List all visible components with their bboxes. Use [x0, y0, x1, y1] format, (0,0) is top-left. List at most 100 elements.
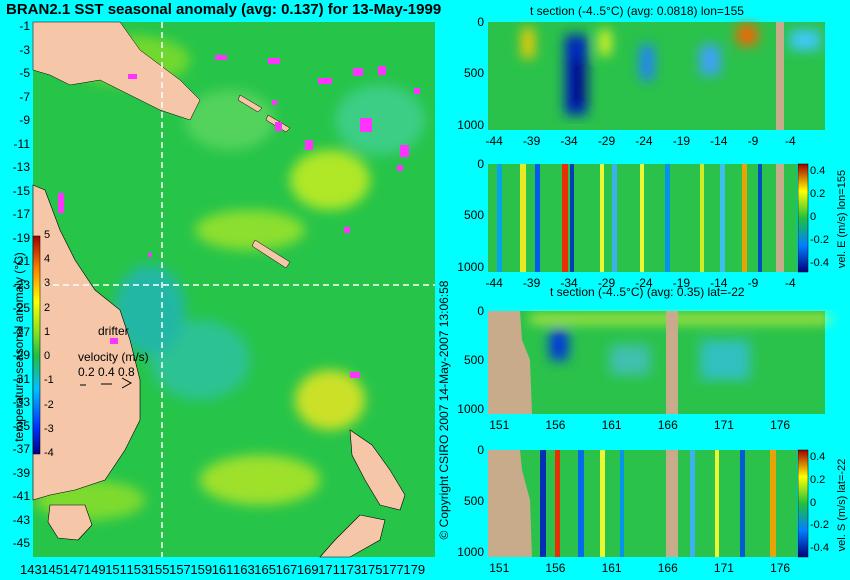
x-tick-label: -9: [747, 276, 759, 290]
lat-tick-label: -1: [19, 19, 30, 33]
lat-tick-label: -23: [12, 277, 30, 292]
map-title: BRAN2.1 SST seasonal anomaly (avg: 0.137…: [6, 1, 442, 18]
x-tick-label: 151: [489, 418, 510, 432]
colorbar-tick-label: 0: [44, 350, 51, 363]
x-tick-label: -44: [485, 276, 503, 290]
lon-tick-label: 179: [403, 562, 426, 577]
y-tick-label: 0: [477, 157, 484, 171]
velocity-scale: 0.2 0.4 0.8: [78, 365, 135, 379]
x-tick-label: -19: [672, 276, 691, 290]
lon-tick-label: 165: [254, 562, 276, 577]
x-tick-label: -4: [785, 276, 796, 290]
x-tick-label: -4: [785, 134, 796, 148]
colorbar-tick-label: 3: [44, 277, 51, 290]
colorbar-label: temperature seasonal anomaly (°C): [12, 252, 26, 442]
velocity-label: velocity (m/s): [78, 350, 149, 364]
lon-tick-label: 159: [190, 562, 213, 577]
lon-tick-label: 147: [62, 562, 85, 577]
panel3-title: t section (-4..5°C) (avg: 0.35) lat=-22: [550, 285, 745, 299]
lat-tick-label: -5: [19, 66, 30, 80]
colorbar-tick-label: 0: [810, 496, 817, 509]
x-tick-label: -24: [635, 276, 653, 290]
panel1-title: t section (-4..5°C) (avg: 0.0818) lon=15…: [530, 4, 744, 18]
lon-tick-label: 143: [20, 562, 42, 577]
x-tick-label: -44: [485, 134, 503, 148]
colorbar-tick-label: -2: [44, 398, 54, 411]
y-tick-label: 1000: [457, 544, 484, 559]
lat-tick-label: -37: [12, 442, 30, 456]
x-tick-label: -34: [560, 276, 578, 290]
y-tick-label: 0: [477, 304, 484, 318]
x-tick-label: 161: [601, 561, 622, 575]
lat-tick-label: -31: [12, 371, 30, 386]
lon-tick-label: 157: [169, 562, 191, 577]
drifter-label: drifter: [98, 324, 129, 338]
colorbar-tick-label: 0.4: [810, 165, 826, 177]
x-tick-label: 166: [657, 561, 678, 575]
colorbar-tick-label: 5: [44, 229, 51, 241]
lon-tick-label: 173: [339, 562, 362, 577]
x-tick-label: -19: [672, 134, 691, 148]
y-tick-label: 1000: [457, 259, 484, 274]
lat-tick-label: -9: [19, 113, 30, 127]
lon-tick-label: 161: [211, 562, 234, 577]
colorbar-tick-label: -4: [44, 447, 54, 459]
y-tick-label: 500: [463, 493, 484, 508]
x-tick-label: 151: [489, 561, 510, 575]
lat-tick-label: -11: [13, 136, 30, 151]
lon-tick-label: 153: [126, 562, 149, 577]
colorbar-tick-label: 2: [44, 301, 51, 314]
colorbar-tick-label: 0.2: [810, 473, 826, 486]
lat-tick-label: -17: [12, 207, 30, 221]
lat-tick-label: -15: [12, 183, 30, 198]
colorbar-tick-label: -0.4: [810, 542, 829, 554]
x-tick-label: 176: [770, 561, 791, 575]
section-panels: [488, 22, 830, 558]
lon-tick-label: 145: [41, 562, 63, 577]
lon-tick-label: 171: [318, 562, 340, 577]
lat-tick-label: -7: [19, 89, 30, 104]
y-tick-label: 500: [463, 208, 484, 223]
lat-tick-label: -21: [12, 254, 30, 268]
x-tick-label: 156: [545, 418, 566, 432]
map-ocean: [32, 21, 435, 558]
lon-tick-label: 155: [147, 562, 170, 577]
x-tick-label: 176: [770, 418, 791, 432]
colorbar-tick-label: -3: [44, 422, 54, 435]
lon-tick-label: 177: [382, 562, 404, 577]
x-tick-label: 171: [713, 561, 734, 575]
colorbar-tick-label: 0.4: [810, 451, 826, 463]
colorbar-tick-label: -0.2: [810, 234, 829, 246]
lon-tick-label: 149: [83, 562, 106, 577]
lat-tick-label: -45: [12, 536, 30, 550]
y-tick-label: 0: [477, 443, 484, 457]
y-tick-label: 1000: [457, 402, 484, 417]
x-tick-label: -14: [710, 134, 728, 148]
x-tick-label: 161: [601, 418, 622, 432]
colorbar-tick-label: -0.2: [810, 519, 829, 532]
lon-tick-label: 167: [275, 562, 298, 577]
y-tick-label: 500: [463, 66, 484, 81]
lon-tick-label: 169: [296, 562, 319, 577]
x-tick-label: -24: [635, 134, 653, 148]
x-tick-label: -39: [522, 134, 541, 148]
x-tick-label: -29: [597, 134, 616, 148]
x-tick-label: -9: [747, 134, 759, 148]
x-tick-label: 166: [657, 418, 678, 432]
lat-tick-label: -39: [12, 465, 30, 480]
velocity-legend-arrows: [80, 377, 133, 389]
lat-tick-label: -43: [12, 512, 30, 527]
lon-tick-label: 151: [105, 562, 127, 577]
panel4-colorbar-label: vel. S (m/s) lat=-22: [836, 458, 848, 552]
x-tick-label: 171: [713, 418, 734, 432]
colorbar-tick-label: 1: [44, 325, 51, 338]
y-tick-label: 500: [463, 353, 484, 368]
colorbar-tick-label: -0.4: [810, 257, 829, 269]
lon-tick-label: 175: [360, 562, 383, 577]
colorbar-tick-label: 4: [44, 253, 51, 266]
lat-tick-label: -41: [12, 489, 30, 503]
temperature-colorbar: [32, 235, 41, 455]
colorbar-tick-label: -1: [44, 374, 54, 387]
lat-tick-label: -35: [12, 418, 30, 433]
